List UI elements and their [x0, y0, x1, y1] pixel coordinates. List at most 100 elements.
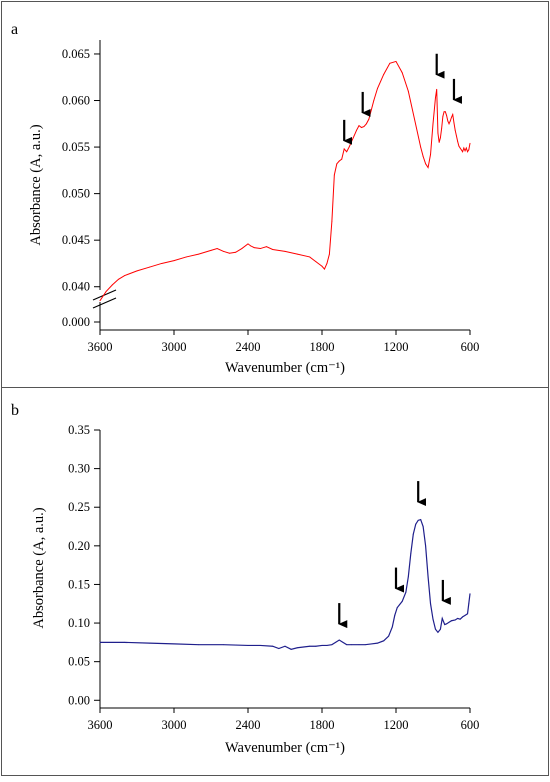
data-point [467, 151, 468, 153]
data-point [247, 645, 249, 646]
data-point [185, 256, 187, 258]
panel-a-axis-break-mark [92, 289, 117, 301]
panel-a-points [99, 60, 471, 302]
data-point [315, 261, 317, 263]
data-point [444, 111, 446, 113]
data-point [451, 116, 452, 118]
data-point [290, 648, 292, 650]
data-point [383, 640, 385, 642]
y-tick-label: 0.05 [68, 655, 90, 669]
y-tick-label: 0.055 [62, 140, 90, 154]
data-point [469, 142, 471, 144]
data-point [321, 645, 323, 646]
data-point [448, 123, 450, 125]
data-point [454, 129, 456, 131]
y-tick-label: 0.35 [68, 423, 90, 437]
y-tick-label: 0.050 [62, 187, 90, 201]
data-point [458, 145, 460, 147]
data-point [136, 270, 138, 272]
y-tick-label: 0.060 [62, 94, 90, 108]
panel-a-axes: 0.000 3600 3000 2400 1800 1200 600 0.040 0.045 0… [62, 40, 479, 354]
data-point [457, 617, 459, 619]
data-point [443, 621, 444, 622]
y-tick-label: 0.065 [62, 47, 90, 61]
data-point [338, 160, 340, 162]
data-point [422, 526, 424, 527]
data-point [118, 278, 119, 280]
data-point [459, 618, 461, 620]
data-point [272, 249, 274, 250]
y-tick-label: 0.15 [68, 577, 90, 591]
data-point [442, 115, 444, 117]
data-point [464, 150, 466, 152]
data-point [444, 624, 446, 626]
data-point [383, 74, 385, 75]
x-tick-label: 1200 [384, 718, 409, 732]
data-point [346, 644, 348, 646]
data-point [250, 245, 251, 247]
x-tick-label: 2400 [236, 718, 261, 732]
data-point [278, 648, 280, 649]
data-point [331, 644, 333, 646]
panel-a-series-line [99, 60, 471, 301]
data-point [457, 141, 459, 142]
data-point [326, 645, 328, 646]
x-tick-label: 1200 [384, 340, 409, 354]
panel-b-axes: 3600 3000 2400 1800 1200 600 0.00 0.05 0.10 0.15 0… [68, 423, 479, 732]
data-point [222, 250, 224, 252]
panel-b-points [99, 519, 471, 650]
data-point [469, 593, 471, 595]
data-point [437, 631, 439, 633]
data-point [247, 243, 249, 245]
data-point [259, 248, 261, 249]
data-point [351, 141, 353, 142]
data-point [296, 647, 298, 649]
panel-a-y-axis-title: Absorbance (A, a.u.) [28, 124, 44, 245]
data-point [439, 628, 441, 630]
y-tick-label: 0.25 [68, 500, 90, 514]
data-point [435, 97, 436, 99]
data-point [447, 120, 449, 122]
data-point [229, 252, 230, 254]
data-point [435, 628, 436, 630]
data-point [443, 111, 445, 113]
data-point [401, 72, 403, 74]
y-tick-label: 0.045 [62, 233, 90, 247]
data-point [453, 122, 455, 124]
data-point [420, 146, 422, 148]
data-point [365, 123, 367, 125]
data-point [266, 246, 267, 248]
data-point [448, 621, 450, 623]
data-point [468, 149, 470, 151]
data-point [99, 641, 101, 643]
data-point [235, 251, 237, 253]
data-point [161, 263, 163, 264]
data-point [441, 128, 443, 129]
data-point [351, 644, 353, 646]
data-point [198, 644, 200, 646]
data-point [451, 620, 452, 622]
data-point [364, 644, 366, 646]
x-tick-label: 1800 [310, 340, 335, 354]
data-point [346, 151, 348, 153]
x-tick-label: 2400 [236, 340, 261, 354]
data-point [241, 248, 243, 249]
data-point [309, 645, 311, 647]
data-point [427, 167, 429, 168]
panel-a: a 0.000 3600 3000 2400 1800 1200 600 0.040 0.04… [11, 21, 479, 376]
data-point [358, 644, 360, 646]
data-point [377, 87, 378, 89]
data-point [303, 646, 304, 648]
x-tick-label: 3600 [88, 340, 113, 354]
data-point [370, 109, 372, 111]
data-point [439, 137, 441, 139]
data-point [446, 623, 448, 625]
data-point [342, 641, 344, 643]
data-point [432, 618, 434, 620]
data-point [422, 155, 424, 157]
panel-a-x-axis-title: Wavenumber (cm⁻¹) [225, 360, 345, 376]
data-point [315, 645, 317, 647]
data-point [465, 147, 467, 149]
data-point [405, 591, 407, 593]
panel-a-axis-break-mark [92, 297, 117, 309]
